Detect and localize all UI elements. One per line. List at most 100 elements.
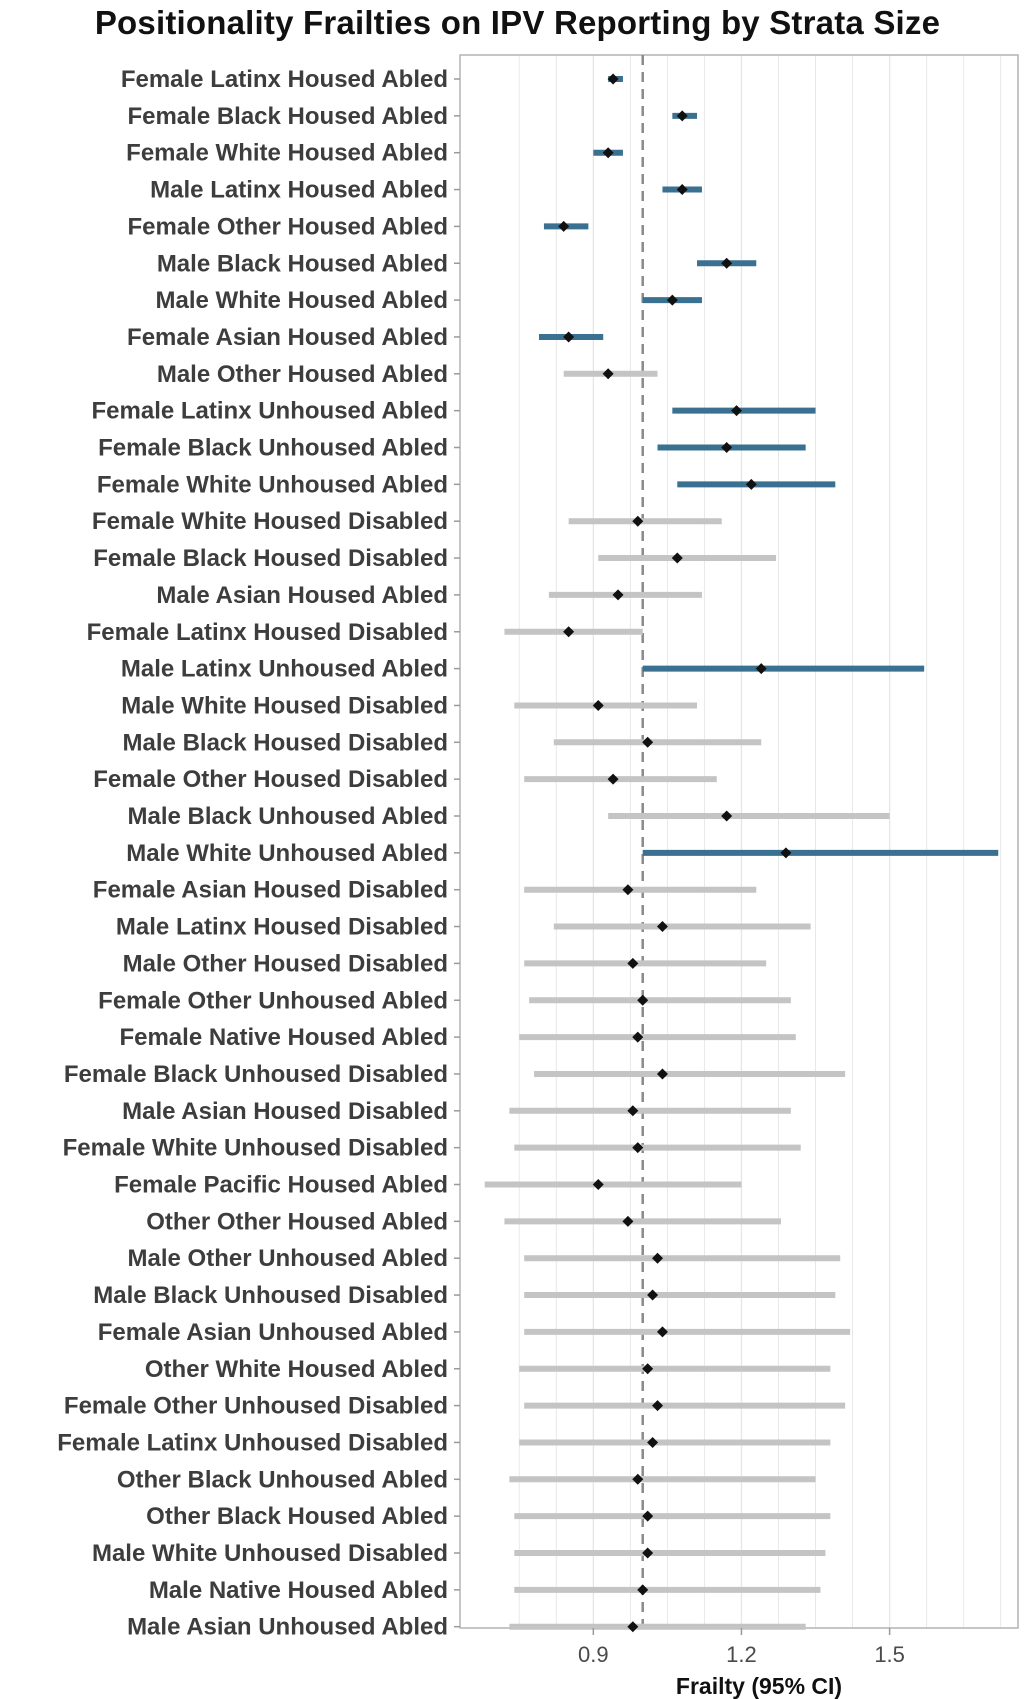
plot-panel bbox=[459, 54, 1019, 1629]
category-label: Female Latinx Unhoused Abled bbox=[92, 398, 449, 425]
forest-row bbox=[484, 1179, 742, 1190]
point-estimate bbox=[780, 847, 792, 859]
point-estimate bbox=[642, 1363, 654, 1375]
category-label: Female Other Unhoused Abled bbox=[98, 987, 448, 1014]
forest-row bbox=[529, 994, 791, 1006]
point-estimate bbox=[607, 773, 619, 785]
point-estimate bbox=[676, 110, 688, 122]
category-label: Other Black Unhoused Abled bbox=[117, 1466, 448, 1493]
point-estimate bbox=[602, 147, 614, 159]
category-label: Female White Unhoused Abled bbox=[97, 471, 448, 498]
category-label: Male Asian Housed Disabled bbox=[122, 1098, 448, 1125]
forest-row bbox=[563, 368, 658, 380]
category-label: Male White Unhoused Abled bbox=[126, 840, 448, 867]
x-axis: 0.9 1.2 1.5 bbox=[578, 1628, 905, 1667]
category-label: Female Other Housed Disabled bbox=[93, 766, 448, 793]
forest-row bbox=[519, 1436, 831, 1448]
forest-row bbox=[504, 626, 643, 638]
point-estimate bbox=[632, 1142, 644, 1154]
forest-row bbox=[607, 73, 623, 85]
forest-row bbox=[553, 736, 762, 748]
forest-row bbox=[514, 1584, 821, 1596]
point-estimate bbox=[637, 1584, 649, 1596]
forest-row bbox=[593, 147, 623, 159]
point-estimate bbox=[656, 921, 668, 933]
forest-row bbox=[608, 810, 890, 822]
point-estimate bbox=[676, 184, 688, 196]
point-estimate bbox=[721, 257, 733, 269]
forest-row bbox=[642, 847, 999, 859]
x-axis-title: Frailty (95% CI) bbox=[676, 1673, 842, 1699]
point-estimate bbox=[656, 1326, 668, 1338]
point-estimate bbox=[607, 73, 619, 85]
point-estimate bbox=[671, 552, 683, 564]
category-label: Male Latinx Unhoused Abled bbox=[121, 656, 448, 683]
category-label: Female Black Unhoused Abled bbox=[98, 435, 448, 462]
point-estimate bbox=[612, 589, 624, 601]
category-label: Male Black Unhoused Abled bbox=[127, 803, 448, 830]
point-estimate bbox=[563, 331, 575, 343]
category-label: Male Other Housed Abled bbox=[157, 361, 448, 388]
point-estimate bbox=[632, 1473, 644, 1485]
category-label: Female Asian Unhoused Abled bbox=[98, 1319, 448, 1346]
forest-row bbox=[524, 1400, 846, 1412]
point-estimate bbox=[632, 1031, 644, 1043]
category-label: Male Latinx Housed Abled bbox=[150, 177, 448, 204]
category-label: Male Other Housed Disabled bbox=[123, 950, 448, 977]
point-estimate bbox=[627, 1621, 639, 1633]
point-estimate bbox=[652, 1252, 664, 1264]
point-estimate bbox=[637, 994, 649, 1006]
category-label: Male Native Housed Abled bbox=[149, 1577, 448, 1604]
estimate-rows bbox=[484, 73, 999, 1633]
x-tick-label: 0.9 bbox=[578, 1642, 609, 1667]
forest-row bbox=[548, 589, 702, 601]
category-label: Female Asian Housed Abled bbox=[127, 324, 448, 351]
category-label: Female White Housed Abled bbox=[126, 140, 448, 167]
category-label: Female Black Housed Disabled bbox=[93, 545, 448, 572]
point-estimate bbox=[656, 1068, 668, 1080]
point-estimate bbox=[666, 294, 678, 306]
category-labels: Female Latinx Housed Abled Female Black H… bbox=[57, 66, 460, 1641]
forest-row bbox=[672, 405, 816, 417]
forest-row bbox=[534, 1068, 846, 1080]
category-label: Female Latinx Housed Abled bbox=[121, 66, 448, 93]
point-estimate bbox=[755, 663, 767, 675]
category-label: Female Pacific Housed Abled bbox=[114, 1172, 448, 1199]
point-estimate bbox=[721, 442, 733, 453]
forest-row bbox=[519, 1031, 796, 1043]
forest-row bbox=[509, 1105, 791, 1117]
forest-row bbox=[514, 699, 698, 711]
forest-row bbox=[697, 257, 757, 269]
forest-row bbox=[598, 552, 777, 564]
forest-row bbox=[677, 478, 836, 490]
point-estimate bbox=[647, 1436, 659, 1448]
forest-row bbox=[524, 884, 757, 896]
point-estimate bbox=[632, 515, 644, 527]
category-label: Female Black Unhoused Disabled bbox=[64, 1061, 448, 1088]
forest-row bbox=[509, 1621, 806, 1633]
category-label: Male White Housed Abled bbox=[156, 287, 448, 314]
category-label: Male Other Unhoused Abled bbox=[128, 1245, 448, 1272]
forest-row bbox=[524, 1326, 851, 1338]
point-estimate bbox=[627, 957, 639, 969]
grid-lines bbox=[518, 55, 1002, 1628]
point-estimate bbox=[627, 1105, 639, 1117]
forest-row bbox=[539, 331, 604, 343]
forest-row bbox=[657, 442, 806, 453]
category-label: Male Asian Unhoused Abled bbox=[127, 1614, 448, 1641]
point-estimate bbox=[642, 736, 654, 748]
forest-row bbox=[514, 1510, 831, 1522]
chart-title: Positionality Frailties on IPV Reporting… bbox=[94, 4, 941, 41]
category-label: Female Other Unhoused Disabled bbox=[64, 1393, 448, 1420]
forest-row bbox=[553, 921, 811, 933]
forest-row bbox=[524, 957, 767, 969]
point-estimate bbox=[558, 220, 570, 232]
category-label: Other Black Housed Abled bbox=[146, 1503, 448, 1530]
forest-row bbox=[524, 773, 717, 785]
forest-row bbox=[543, 220, 589, 232]
point-estimate bbox=[647, 1289, 659, 1301]
point-estimate bbox=[642, 1547, 654, 1559]
category-label: Female Black Housed Abled bbox=[127, 103, 448, 130]
point-estimate bbox=[731, 405, 743, 417]
category-label: Other Other Housed Abled bbox=[146, 1208, 448, 1235]
